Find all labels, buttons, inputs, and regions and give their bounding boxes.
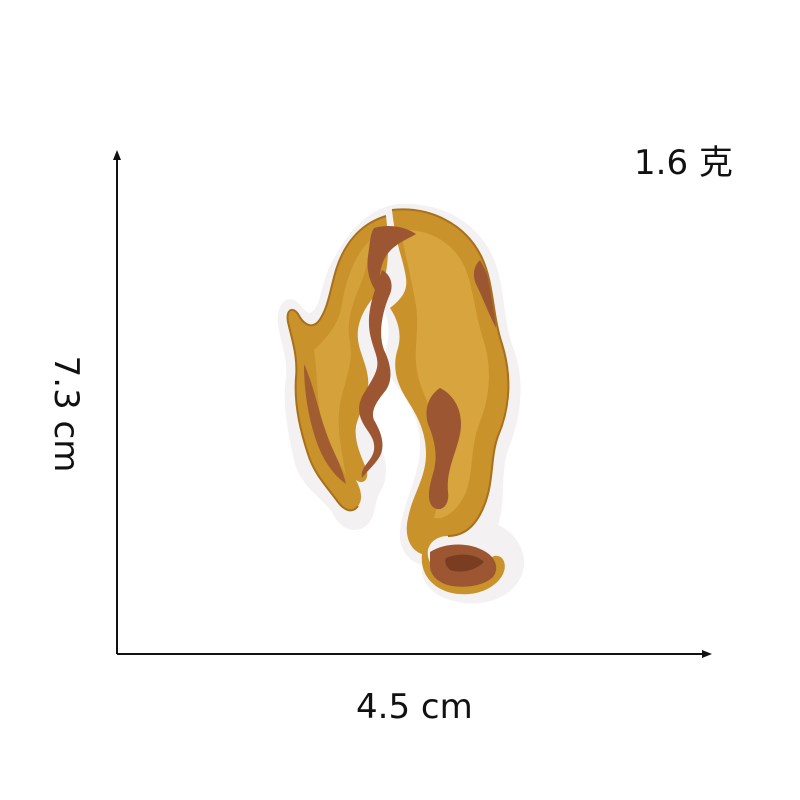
copper-strand-right [473,260,496,328]
copper-strand-left [304,364,346,484]
weight-label: 1.6 克 [634,143,733,183]
copper-curl-inner [445,554,484,572]
stitch-outline-left [286,215,387,512]
stitch-outline-right [391,208,510,537]
height-axis-arrow-icon [113,150,121,160]
height-dimension-label: 7.3 cm [46,355,86,473]
copper-strand-mid-right [426,388,462,510]
copper-strand-top [367,226,416,296]
hair-patch-image [277,203,525,604]
copper-strand-center [359,270,392,478]
width-axis-arrow-icon [702,650,712,658]
hair-highlight [400,229,489,519]
hair-highlight-left [314,240,370,476]
width-dimension-label: 4.5 cm [356,687,473,727]
